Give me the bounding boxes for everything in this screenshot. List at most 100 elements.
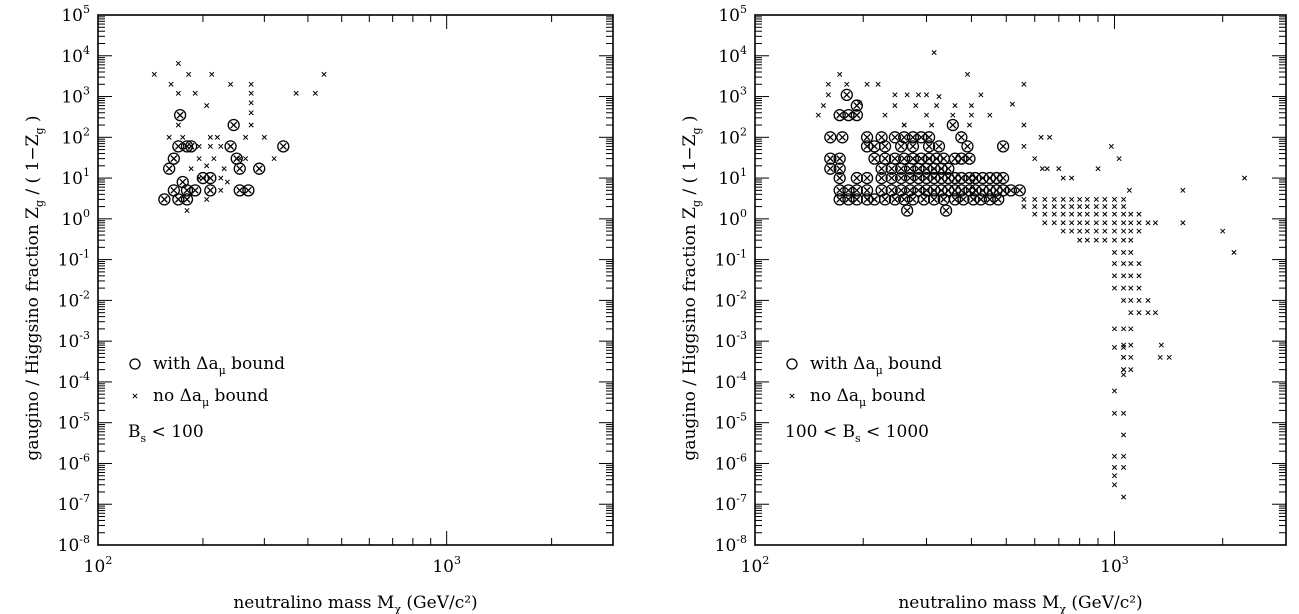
point-cross bbox=[968, 103, 974, 109]
point-cross-stroke bbox=[174, 142, 182, 150]
point-cross-stroke bbox=[994, 195, 1002, 203]
point-cross-stroke bbox=[888, 186, 896, 194]
point-cross-stroke bbox=[1060, 204, 1066, 210]
point-circle bbox=[824, 131, 837, 144]
point-cross bbox=[1136, 220, 1142, 226]
point-cross bbox=[820, 103, 826, 109]
point-circle-cross bbox=[922, 131, 936, 144]
point-cross bbox=[248, 90, 254, 96]
point-cross-stroke bbox=[920, 195, 928, 203]
point-cross bbox=[1111, 464, 1118, 470]
point-cross bbox=[228, 81, 234, 87]
y-tick-label: 10-1 bbox=[58, 248, 90, 271]
point-circle-cross bbox=[833, 152, 846, 165]
point-circle-cross bbox=[939, 204, 953, 217]
point-cross bbox=[1111, 344, 1118, 351]
point-cross-stroke bbox=[931, 49, 937, 56]
y-tick-label: 10-5 bbox=[715, 411, 747, 434]
point-circle-cross bbox=[824, 152, 837, 165]
point-circle-cross bbox=[163, 162, 176, 175]
point-cross-stroke bbox=[228, 81, 234, 87]
point-cross bbox=[1121, 237, 1127, 243]
point-cross bbox=[1121, 410, 1127, 416]
point-cross bbox=[1111, 453, 1118, 459]
point-cross bbox=[1121, 494, 1127, 500]
point-circle bbox=[833, 152, 846, 165]
point-cross-stroke bbox=[900, 195, 908, 203]
point-cross bbox=[1158, 342, 1164, 348]
point-cross bbox=[915, 92, 922, 98]
y-tick-label: 104 bbox=[718, 44, 747, 67]
point-cross bbox=[1084, 228, 1090, 234]
point-cross-stroke bbox=[897, 142, 905, 150]
point-cross bbox=[248, 100, 254, 106]
point-cross bbox=[1152, 310, 1158, 316]
point-cross bbox=[1021, 204, 1027, 210]
point-cross-stroke bbox=[211, 156, 217, 162]
x-tick-label: 103 bbox=[432, 554, 461, 577]
point-circle-cross bbox=[253, 162, 266, 175]
point-cross bbox=[1032, 211, 1038, 217]
point-cross bbox=[952, 103, 958, 109]
point-circle bbox=[894, 140, 908, 153]
point-circle-cross bbox=[868, 152, 881, 165]
point-circle-cross bbox=[906, 140, 920, 153]
point-cross-stroke bbox=[836, 195, 844, 203]
point-cross bbox=[196, 143, 202, 149]
point-cross-stroke bbox=[248, 110, 254, 116]
point-circle bbox=[860, 193, 874, 206]
point-circle bbox=[894, 162, 908, 175]
point-circle-cross bbox=[894, 162, 908, 175]
point-cross-stroke bbox=[1102, 196, 1108, 202]
point-cross-stroke bbox=[224, 179, 230, 185]
point-circle-cross bbox=[850, 193, 863, 206]
point-cross-stroke bbox=[897, 174, 905, 182]
y-axis-label: gaugino / Higgsino fraction Zg​ / ( 1−Zg… bbox=[680, 115, 703, 460]
point-circle bbox=[224, 140, 237, 153]
point-cross-stroke bbox=[1128, 261, 1134, 267]
y-tick-label: 10-7 bbox=[58, 492, 90, 515]
point-circle bbox=[990, 184, 1003, 197]
point-circle bbox=[917, 193, 931, 206]
point-cross-stroke bbox=[1084, 211, 1090, 217]
point-cross-stroke bbox=[236, 165, 244, 173]
point-cross bbox=[1077, 211, 1083, 217]
point-circle-cross bbox=[885, 162, 898, 175]
y-tick-label: 10-1 bbox=[715, 248, 747, 271]
point-cross bbox=[1084, 220, 1090, 226]
point-cross-stroke bbox=[209, 71, 215, 77]
point-cross bbox=[1060, 220, 1066, 226]
point-cross-stroke bbox=[207, 134, 213, 140]
point-cross bbox=[175, 122, 181, 128]
point-circle bbox=[920, 171, 933, 185]
point-cross-stroke bbox=[1038, 134, 1044, 140]
plot-frame bbox=[97, 14, 614, 546]
point-cross-stroke bbox=[1128, 367, 1134, 373]
point-circle-cross bbox=[860, 131, 874, 144]
point-cross-stroke bbox=[1121, 410, 1127, 416]
point-cross bbox=[1121, 285, 1127, 291]
point-cross-stroke bbox=[1060, 211, 1066, 217]
point-circle-cross bbox=[842, 108, 855, 122]
point-circle-cross bbox=[885, 184, 898, 197]
point-cross-stroke bbox=[853, 186, 861, 194]
point-cross-stroke bbox=[1069, 211, 1075, 217]
legend-cross-marker bbox=[132, 393, 138, 399]
point-cross-stroke bbox=[871, 195, 878, 203]
point-cross-stroke bbox=[957, 186, 965, 194]
point-cross-stroke bbox=[944, 165, 952, 173]
point-cross bbox=[1136, 297, 1142, 303]
point-cross-stroke bbox=[909, 142, 917, 150]
y-tick-label: 10-5 bbox=[58, 411, 90, 434]
legend-label: with Δaμ​ bound bbox=[810, 354, 942, 377]
point-circle bbox=[233, 184, 246, 197]
point-cross bbox=[1102, 204, 1108, 210]
point-cross-stroke bbox=[1111, 228, 1118, 234]
point-circle bbox=[850, 99, 863, 112]
point-circle-cross bbox=[898, 193, 911, 206]
point-circle bbox=[842, 108, 855, 122]
point-circle-cross bbox=[948, 193, 962, 206]
y-tick-label: 10-7 bbox=[715, 492, 747, 515]
point-circle bbox=[860, 171, 874, 185]
point-circle-cross bbox=[942, 162, 955, 175]
